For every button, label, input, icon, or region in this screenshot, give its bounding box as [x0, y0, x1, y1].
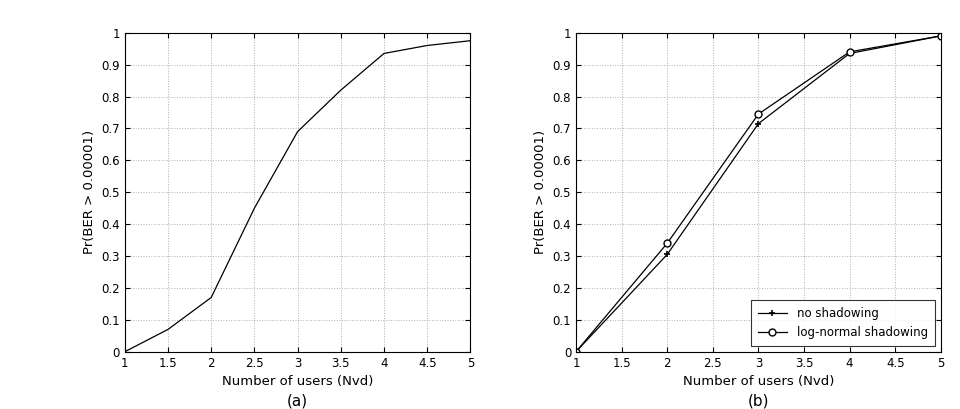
no shadowing	[753, 121, 764, 126]
Legend: no shadowing, log-normal shadowing: no shadowing, log-normal shadowing	[751, 300, 935, 346]
X-axis label: Number of users (Nvd): Number of users (Nvd)	[683, 375, 834, 388]
X-axis label: Number of users (Nvd): Number of users (Nvd)	[222, 375, 373, 388]
no shadowing	[935, 34, 947, 38]
log-normal shadowing	[661, 241, 673, 246]
log-normal shadowing	[753, 112, 764, 117]
Line: log-normal shadowing: log-normal shadowing	[572, 32, 945, 355]
Text: (b): (b)	[748, 393, 769, 408]
log-normal shadowing	[935, 34, 947, 38]
Y-axis label: Pr(BER > 0.00001): Pr(BER > 0.00001)	[83, 130, 96, 254]
Text: (a): (a)	[287, 393, 308, 408]
no shadowing	[661, 252, 673, 257]
Y-axis label: Pr(BER > 0.00001): Pr(BER > 0.00001)	[534, 130, 547, 254]
no shadowing	[570, 349, 582, 354]
log-normal shadowing	[570, 349, 582, 354]
no shadowing	[844, 51, 855, 56]
log-normal shadowing	[844, 49, 855, 54]
Line: no shadowing: no shadowing	[572, 32, 945, 355]
